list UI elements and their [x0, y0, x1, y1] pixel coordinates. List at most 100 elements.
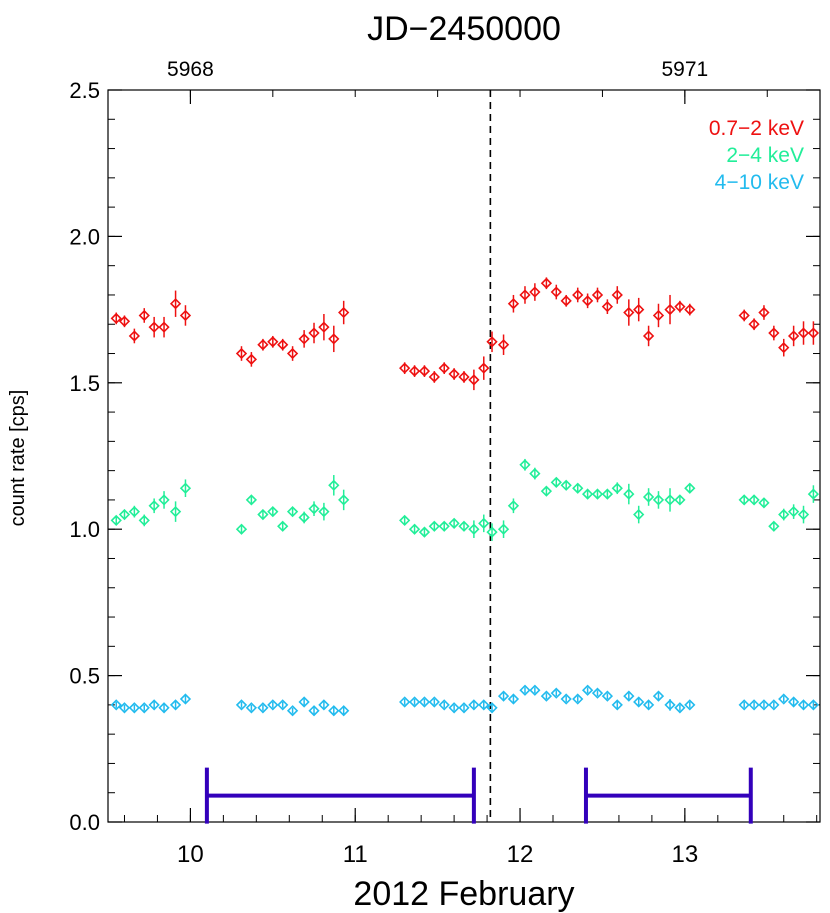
point-s0-10	[257, 339, 269, 351]
point-s0-34	[550, 286, 562, 298]
point-s0-14	[298, 333, 310, 345]
point-s2-0	[110, 699, 122, 711]
point-s1-12	[277, 520, 289, 532]
point-s0-36	[572, 289, 584, 301]
point-s0-13	[286, 347, 299, 360]
point-s1-40	[611, 482, 623, 494]
point-s1-17	[328, 479, 340, 491]
point-s2-35	[560, 693, 572, 705]
point-s2-30	[507, 693, 520, 705]
point-s0-2	[128, 330, 141, 342]
x-tick-label: 11	[343, 841, 368, 868]
x-axis-label: 2012 February	[353, 875, 574, 913]
point-s0-25	[458, 371, 470, 383]
point-s2-33	[540, 690, 553, 702]
point-s0-45	[664, 303, 676, 316]
point-s2-45	[664, 699, 676, 711]
point-s2-28	[486, 702, 498, 714]
point-s0-52	[778, 342, 790, 354]
point-s2-4	[148, 699, 160, 711]
point-s1-36	[572, 482, 584, 494]
point-s0-54	[797, 327, 810, 339]
point-s0-40	[611, 289, 623, 301]
point-s2-20	[408, 696, 421, 708]
point-s0-7	[179, 309, 192, 322]
chart-title: JD−2450000	[367, 10, 561, 48]
point-s0-41	[623, 306, 635, 319]
point-s1-41	[623, 488, 635, 500]
point-s2-13	[286, 705, 299, 717]
point-s2-38	[591, 687, 604, 699]
point-s2-8	[235, 699, 248, 711]
point-s1-47	[684, 482, 696, 494]
point-s0-53	[787, 330, 800, 342]
point-s0-33	[540, 277, 553, 289]
point-s1-50	[758, 497, 770, 509]
point-s1-9	[245, 494, 258, 506]
point-s2-48	[738, 699, 750, 711]
point-s0-30	[507, 298, 520, 310]
x-tick-label: 10	[177, 841, 204, 868]
point-s1-14	[298, 511, 310, 524]
y-tick-label: 0.5	[69, 664, 100, 689]
point-s1-33	[540, 485, 553, 497]
point-s1-15	[308, 503, 320, 515]
point-s1-39	[601, 488, 614, 500]
x-tick-label: 12	[507, 841, 534, 868]
point-s0-6	[169, 298, 182, 310]
point-s2-52	[778, 693, 790, 705]
point-s1-27	[478, 517, 490, 529]
point-s1-32	[529, 467, 541, 480]
point-s2-17	[328, 705, 340, 717]
point-s1-44	[652, 494, 665, 506]
point-s2-34	[550, 687, 562, 699]
point-s2-53	[787, 696, 800, 708]
point-s2-23	[438, 699, 450, 711]
point-s2-18	[338, 705, 350, 717]
point-s1-7	[179, 482, 192, 494]
point-s1-49	[748, 494, 760, 506]
point-s1-55	[807, 488, 820, 500]
point-s0-26	[468, 374, 480, 386]
point-s1-18	[338, 494, 350, 506]
point-s0-44	[652, 309, 665, 322]
point-s1-3	[138, 514, 150, 527]
point-s1-53	[787, 506, 800, 518]
point-s1-24	[448, 517, 460, 529]
point-s0-42	[633, 303, 645, 316]
point-s0-5	[158, 321, 170, 333]
point-s1-11	[267, 506, 279, 518]
point-s2-55	[807, 699, 820, 711]
point-s0-35	[560, 295, 572, 307]
point-s0-16	[318, 321, 330, 333]
point-s2-50	[758, 699, 770, 711]
point-s1-38	[591, 488, 604, 500]
point-s0-18	[338, 306, 350, 319]
point-s0-29	[497, 339, 510, 351]
point-s0-9	[245, 353, 258, 366]
y-tick-label: 2.0	[69, 224, 100, 249]
point-s2-37	[581, 684, 594, 696]
legend-entry-2: 4−10 keV	[715, 171, 804, 194]
point-s1-34	[550, 476, 562, 488]
point-s2-39	[601, 690, 614, 702]
point-s2-16	[318, 699, 330, 711]
point-s1-19	[399, 514, 411, 527]
x-tick-label: 13	[672, 841, 699, 868]
point-s2-12	[277, 699, 289, 711]
point-s2-54	[797, 699, 810, 711]
point-s0-15	[308, 327, 320, 339]
point-s0-28	[486, 336, 498, 348]
point-s2-22	[428, 696, 440, 708]
point-s0-19	[399, 362, 411, 374]
point-s2-47	[684, 699, 696, 711]
y-tick-label: 1.0	[69, 517, 100, 542]
point-s2-9	[245, 702, 258, 714]
point-s1-30	[507, 500, 520, 512]
point-s2-32	[529, 684, 541, 696]
point-s1-43	[642, 491, 655, 503]
point-s0-22	[428, 371, 440, 383]
point-s0-55	[807, 327, 820, 339]
point-s2-21	[418, 696, 431, 708]
point-s2-15	[308, 705, 320, 717]
